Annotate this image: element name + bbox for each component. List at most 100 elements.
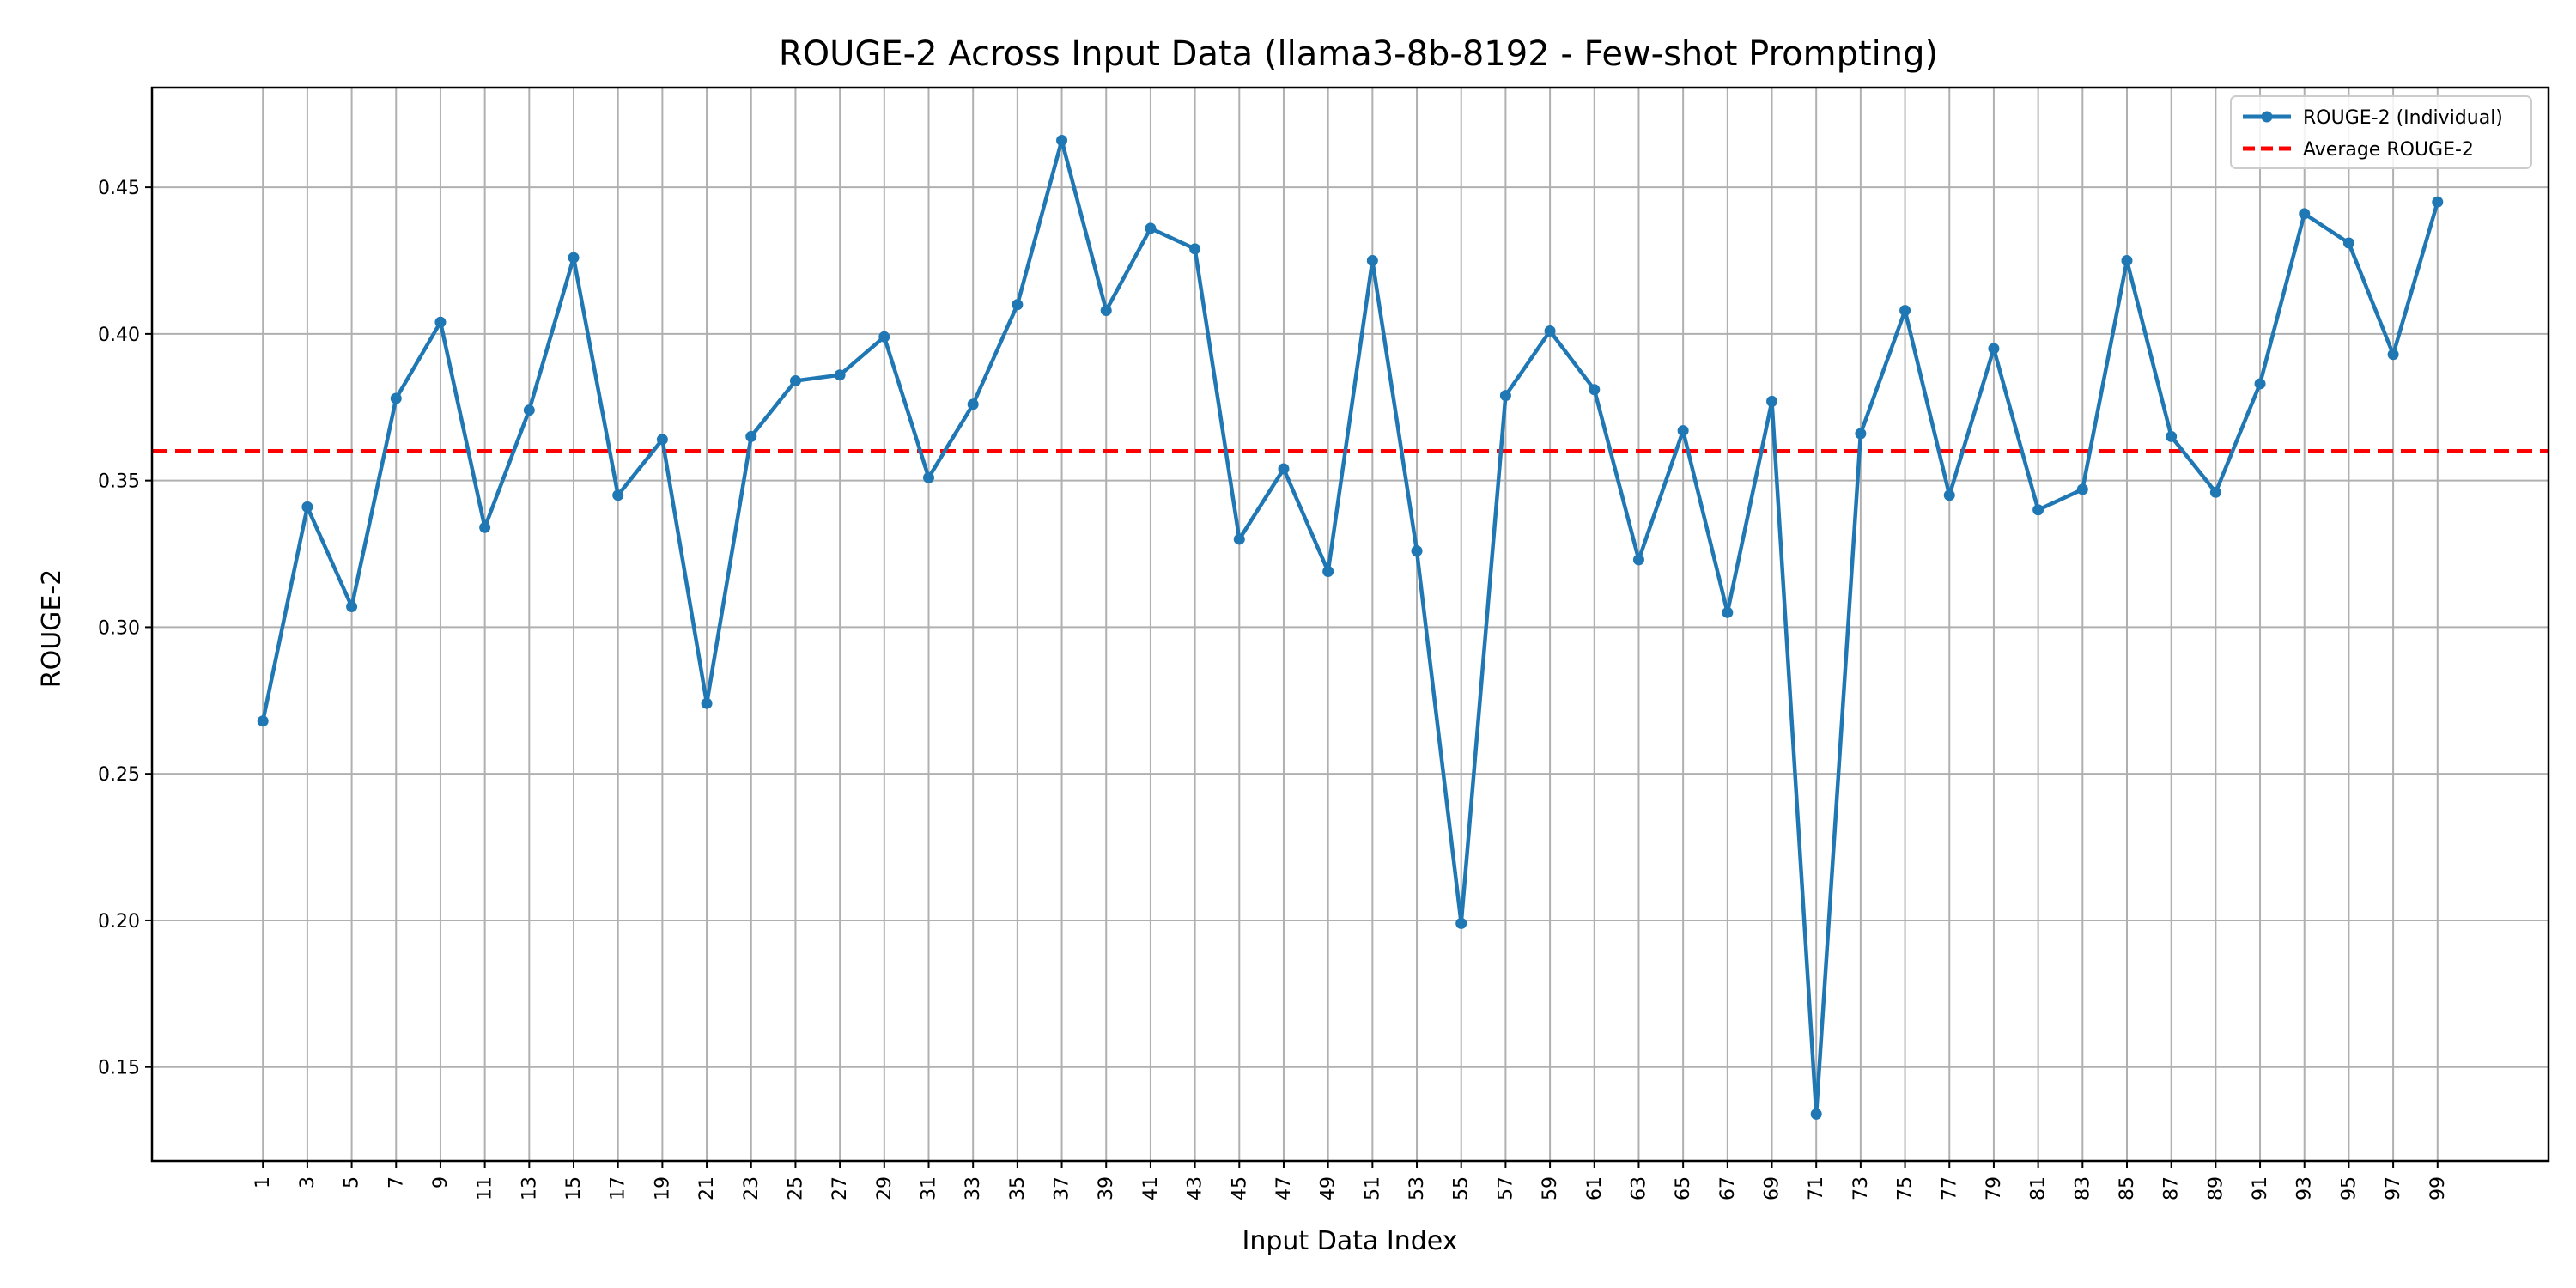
- legend-marker-individual: [2261, 111, 2273, 123]
- data-point: [1544, 325, 1556, 337]
- data-point: [789, 375, 801, 387]
- chart-title: ROUGE-2 Across Input Data (llama3-8b-819…: [779, 34, 1938, 74]
- data-point: [1722, 606, 1734, 618]
- x-tick-label: 21: [696, 1176, 718, 1200]
- x-tick-label: 5: [342, 1176, 363, 1188]
- plot-frame: [150, 86, 2550, 1163]
- data-point: [1899, 305, 1911, 317]
- x-tick-label: 93: [2294, 1176, 2316, 1200]
- data-point: [568, 252, 580, 264]
- x-tick-label: 75: [1895, 1176, 1917, 1200]
- data-point: [834, 369, 846, 381]
- data-point: [1233, 533, 1245, 545]
- x-tick-label: 95: [2338, 1176, 2360, 1200]
- x-tick-label: 17: [608, 1176, 629, 1200]
- data-point: [878, 331, 890, 343]
- data-point: [967, 398, 979, 410]
- data-point: [390, 392, 402, 404]
- data-point: [2121, 255, 2133, 267]
- x-tick-label: 63: [1628, 1176, 1649, 1200]
- x-tick-label: 65: [1673, 1176, 1694, 1200]
- data-point: [1766, 395, 1778, 407]
- x-tick-label: 55: [1451, 1176, 1473, 1200]
- x-tick-label: 23: [741, 1176, 762, 1200]
- x-tick-label: 89: [2205, 1176, 2227, 1200]
- y-tick-label: 0.20: [98, 911, 140, 933]
- x-tick-label: 83: [2072, 1176, 2093, 1200]
- y-tick-label: 0.45: [98, 178, 140, 199]
- data-point: [1943, 489, 1955, 501]
- y-axis-ticks: 0.15 0.20 0.25 0.30 0.35 0.40 0.45: [98, 178, 152, 1079]
- x-tick-label: 59: [1540, 1176, 1561, 1200]
- data-point: [2166, 430, 2178, 442]
- data-point: [1056, 134, 1068, 146]
- x-tick-label: 41: [1140, 1176, 1162, 1200]
- data-point: [1411, 545, 1423, 557]
- x-tick-label: 3: [297, 1176, 319, 1188]
- x-tick-label: 1: [252, 1176, 274, 1188]
- y-tick-label: 0.25: [98, 764, 140, 786]
- x-tick-label: 11: [475, 1176, 496, 1200]
- data-point: [2076, 483, 2088, 495]
- data-point: [1100, 305, 1112, 317]
- data-point: [523, 404, 535, 416]
- data-point: [656, 434, 668, 446]
- x-tick-label: 7: [386, 1176, 407, 1188]
- data-point: [612, 489, 624, 501]
- data-point: [2432, 196, 2444, 208]
- x-tick-label: 85: [2117, 1176, 2138, 1200]
- data-point: [2299, 208, 2311, 220]
- data-point: [1677, 425, 1689, 437]
- data-point: [1366, 255, 1378, 267]
- x-tick-label: 27: [829, 1176, 851, 1200]
- data-point: [1145, 222, 1157, 234]
- x-tick-label: 13: [519, 1176, 540, 1200]
- data-point: [1632, 554, 1644, 566]
- y-tick-label: 0.40: [98, 325, 140, 346]
- x-tick-label: 47: [1273, 1176, 1295, 1200]
- y-tick-label: 0.30: [98, 617, 140, 639]
- x-tick-label: 73: [1850, 1176, 1872, 1200]
- x-tick-label: 25: [785, 1176, 806, 1200]
- x-tick-label: 31: [918, 1176, 939, 1200]
- y-tick-label: 0.35: [98, 471, 140, 493]
- data-points: [257, 134, 2444, 1120]
- y-tick-label: 0.15: [98, 1058, 140, 1079]
- x-tick-label: 37: [1052, 1176, 1073, 1200]
- data-point: [434, 316, 447, 328]
- data-point: [1855, 428, 1867, 440]
- x-tick-label: 29: [874, 1176, 896, 1200]
- y-axis-label: ROUGE-2: [37, 569, 67, 689]
- data-point: [2387, 349, 2399, 361]
- data-point: [1012, 299, 1024, 311]
- data-point: [701, 697, 713, 709]
- x-tick-label: 57: [1495, 1176, 1516, 1200]
- x-tick-label: 9: [430, 1176, 452, 1188]
- x-tick-label: 15: [563, 1176, 585, 1200]
- x-tick-label: 97: [2383, 1176, 2404, 1200]
- legend: ROUGE-2 (Individual) Average ROUGE-2: [2230, 95, 2532, 169]
- x-axis-label: Input Data Index: [1242, 1226, 1458, 1256]
- data-point: [1499, 390, 1511, 402]
- data-point: [2032, 504, 2044, 516]
- x-axis-ticks: 1 3 5 7 9 11 13 15 17 19 21 23 25 27 29 31 33 35 37 39 41 43 4…: [252, 1161, 2449, 1200]
- legend-label-individual: ROUGE-2 (Individual): [2303, 107, 2503, 129]
- x-tick-label: 71: [1806, 1176, 1827, 1200]
- legend-label-average: Average ROUGE-2: [2303, 139, 2474, 161]
- x-tick-label: 51: [1362, 1176, 1383, 1200]
- x-tick-label: 49: [1318, 1176, 1340, 1200]
- data-point: [2209, 486, 2221, 498]
- x-tick-label: 79: [1984, 1176, 2005, 1200]
- x-tick-label: 43: [1185, 1176, 1206, 1200]
- x-tick-label: 77: [1939, 1176, 1960, 1200]
- series-line-individual: [260, 138, 2439, 1116]
- legend-box: [2230, 95, 2532, 169]
- x-tick-label: 91: [2250, 1176, 2271, 1200]
- data-point: [346, 601, 358, 613]
- data-point: [1322, 566, 1334, 578]
- x-tick-label: 61: [1584, 1176, 1606, 1200]
- data-point: [1810, 1108, 1822, 1120]
- x-tick-label: 39: [1096, 1176, 1117, 1200]
